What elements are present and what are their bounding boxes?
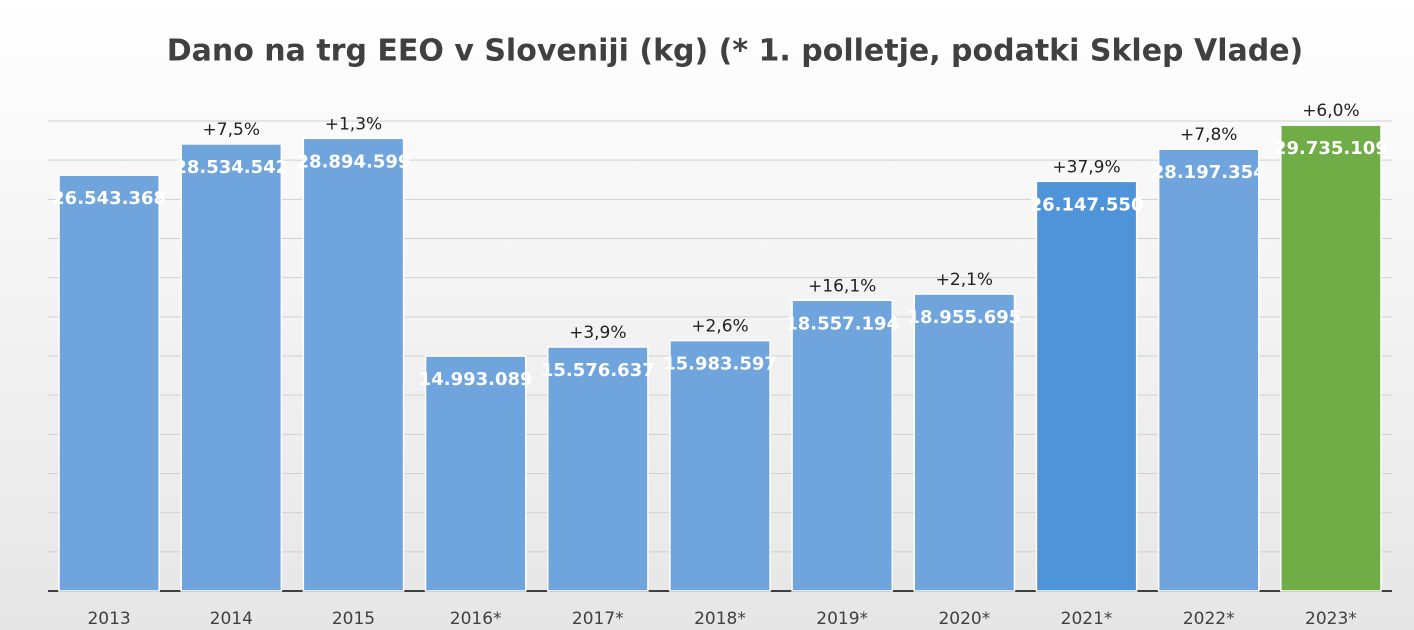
chart-title: Dano na trg EEO v Sloveniji (kg) (* 1. p… [167, 34, 1304, 69]
bar [913, 293, 1016, 592]
bar [58, 174, 160, 592]
x-tick-label: 2014 [210, 609, 253, 629]
bar [546, 346, 649, 592]
value-label: 18.557.194 [785, 313, 899, 334]
value-label: 28.894.599 [297, 151, 411, 172]
change-label: +1,3% [325, 114, 382, 134]
value-label: 26.543.368 [52, 188, 166, 209]
x-tick-label: 2019* [816, 609, 868, 629]
x-tick-label: 2023* [1305, 609, 1357, 629]
bar [1157, 148, 1260, 592]
value-label: 15.983.597 [663, 354, 777, 375]
value-label: 28.534.542 [174, 157, 288, 178]
x-tick-label: 2015 [332, 609, 375, 629]
bar [1035, 180, 1138, 592]
value-label: 18.955.695 [907, 307, 1021, 328]
change-label: +16,1% [808, 276, 876, 296]
x-tick-label: 2022* [1183, 609, 1235, 629]
change-label: +2,6% [691, 317, 748, 337]
change-label: +37,9% [1052, 157, 1120, 177]
bar [669, 339, 771, 592]
value-label: 15.576.637 [541, 360, 655, 381]
change-label: +6,0% [1302, 101, 1359, 121]
value-label: 14.993.089 [419, 369, 533, 390]
x-tick-label: 2020* [938, 609, 990, 629]
bar [791, 299, 894, 592]
change-label: +2,1% [936, 270, 993, 290]
x-tick-label: 2013 [87, 609, 130, 629]
value-label: 28.197.354 [1152, 162, 1266, 183]
bar [302, 137, 405, 592]
value-label: 29.735.109 [1274, 138, 1388, 159]
change-label: +7,5% [203, 120, 260, 140]
x-tick-label: 2016* [450, 609, 502, 629]
change-label: +3,9% [569, 323, 626, 343]
bar [1280, 124, 1382, 592]
value-label: 26.147.550 [1030, 194, 1144, 215]
x-tick-label: 2021* [1061, 609, 1113, 629]
x-tick-label: 2017* [572, 609, 624, 629]
change-label: +7,8% [1180, 125, 1237, 145]
bar [424, 355, 527, 592]
bar [180, 143, 283, 592]
x-tick-label: 2018* [694, 609, 746, 629]
